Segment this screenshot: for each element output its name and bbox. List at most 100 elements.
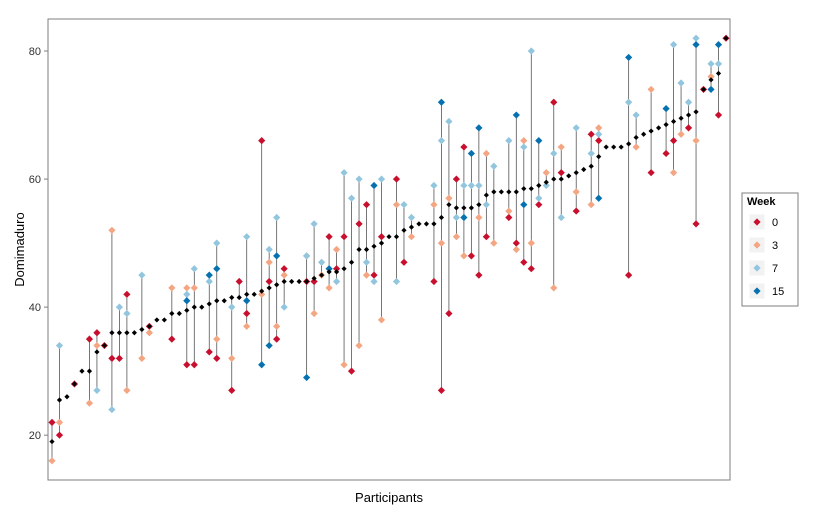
week-7-point — [392, 277, 401, 286]
mean-point — [363, 246, 370, 253]
week-0-point — [168, 335, 176, 343]
week-0-point — [684, 124, 693, 132]
week-15-point — [265, 341, 273, 350]
week-0-point — [662, 149, 670, 158]
week-0-point — [512, 239, 520, 247]
week-15-point — [258, 361, 266, 369]
week-0-point — [430, 277, 438, 286]
y-tick-label: 80 — [29, 46, 41, 58]
week-7-point — [542, 181, 550, 190]
mean-point — [506, 189, 512, 195]
mean-point — [715, 70, 722, 77]
week-3-point — [595, 124, 603, 132]
week-0-point — [265, 277, 273, 286]
week-3-point — [280, 271, 288, 279]
mean-point — [573, 170, 579, 176]
mean-point — [543, 179, 549, 185]
week-3-point — [632, 143, 640, 151]
week-7-point — [475, 181, 483, 190]
mean-point — [296, 278, 302, 285]
week-7-point — [452, 213, 460, 222]
week-15-point — [625, 53, 633, 62]
week-3-point — [332, 245, 341, 254]
week-0-point — [669, 137, 678, 145]
week-3-point — [48, 457, 56, 465]
week-7-point — [205, 277, 213, 286]
mean-point — [611, 144, 617, 150]
week-0-point — [460, 143, 468, 151]
mean-point — [498, 189, 504, 195]
week-3-point — [123, 386, 131, 394]
week-0-point — [115, 354, 123, 362]
mean-point — [513, 189, 519, 195]
legend-title: Week — [747, 196, 776, 208]
stems-layer — [51, 38, 719, 461]
mean-point — [723, 35, 729, 41]
week-0-point — [520, 258, 528, 266]
week-0-point — [48, 418, 56, 426]
week-15-point — [183, 297, 191, 305]
mean-point — [431, 221, 437, 227]
mean-point — [551, 176, 557, 182]
mean-point — [49, 438, 55, 445]
mean-point — [154, 317, 160, 323]
mean-point — [251, 291, 257, 297]
legend-label-week-3: 3 — [772, 240, 778, 252]
mean-point — [581, 166, 587, 173]
week-3-point — [520, 137, 528, 145]
week-7-point — [505, 137, 513, 145]
mean-point — [176, 310, 182, 317]
week-3-point — [407, 233, 416, 241]
week-15-point — [512, 111, 520, 119]
mean-point — [281, 278, 287, 285]
mean-point — [214, 298, 220, 304]
mean-point — [289, 278, 295, 285]
week-3-point — [505, 207, 513, 215]
week-15-point — [437, 98, 446, 106]
mean-point — [371, 243, 377, 249]
week-0-point — [93, 329, 101, 337]
y-axis-title: Domimaduro — [12, 212, 27, 286]
week-3-point — [362, 271, 371, 279]
legend-swatch-week-3 — [753, 241, 761, 249]
week-3-point — [258, 290, 266, 298]
week-7-point — [669, 41, 678, 49]
mean-point — [274, 282, 280, 288]
week-15-point — [213, 265, 221, 273]
mean-point — [438, 214, 445, 221]
mean-point — [64, 394, 70, 400]
y-tick-label: 60 — [29, 174, 41, 186]
week-0-point — [595, 137, 603, 145]
mean-point — [603, 144, 609, 150]
week-7-point — [430, 181, 438, 190]
legend-swatch-week-0 — [753, 218, 761, 226]
week-7-point — [677, 79, 685, 87]
week-0-point — [55, 431, 64, 439]
week-7-point — [625, 98, 633, 106]
mean-point — [670, 118, 677, 125]
week-0-point — [647, 169, 655, 177]
week-3-point — [93, 341, 101, 350]
mean-point — [161, 317, 167, 323]
week-0-point — [482, 233, 490, 241]
week-3-point — [647, 85, 655, 94]
mean-point — [206, 301, 212, 307]
mean-point — [56, 397, 63, 403]
week-0-point — [123, 290, 131, 298]
week-3-point — [55, 418, 64, 426]
week-7-point — [490, 162, 498, 170]
week-0-point — [190, 361, 198, 369]
mean-point — [131, 330, 137, 336]
mean-point — [685, 112, 692, 118]
mean-point — [468, 205, 474, 211]
mean-point — [588, 163, 594, 169]
mean-point — [169, 310, 175, 317]
week-3-point — [355, 341, 363, 350]
legend-swatch-week-15 — [753, 287, 761, 295]
y-tick-label: 20 — [29, 430, 41, 442]
mean-point — [341, 266, 347, 272]
week-7-point — [362, 258, 371, 266]
week-0-point — [243, 309, 251, 318]
week-3-point — [310, 309, 318, 318]
